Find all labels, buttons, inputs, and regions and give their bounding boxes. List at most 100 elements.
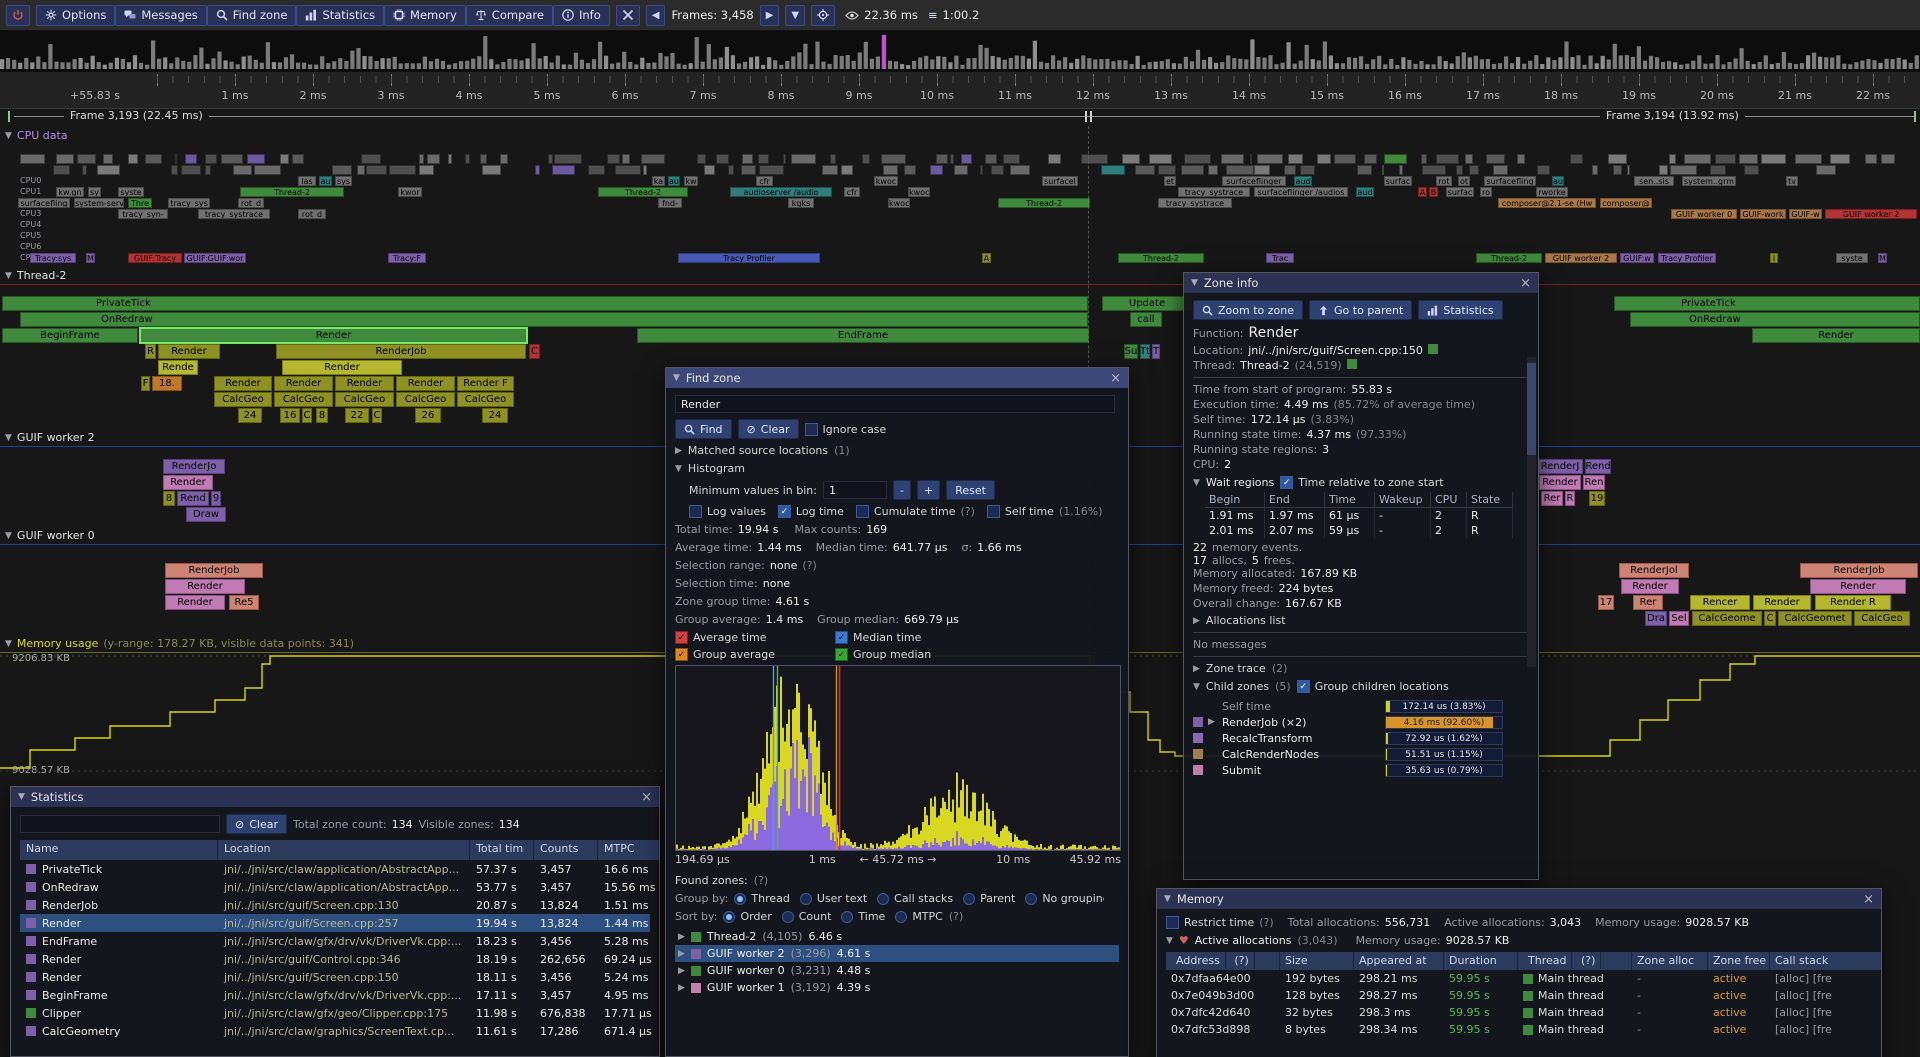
timeline-zone[interactable]: CalcGeomet <box>1778 611 1852 626</box>
cpu-segment[interactable]: surfaceflinger <box>1222 176 1286 186</box>
statistics-row[interactable]: BeginFrame jni/../jni/src/claw/gfx/drv/v… <box>20 986 650 1004</box>
cpu-segment[interactable]: tracy_systrace <box>1178 187 1250 197</box>
clear-filter-button[interactable]: ⊘ Clear <box>226 814 287 834</box>
memory-titlebar[interactable]: ▼ Memory × <box>1157 889 1881 909</box>
timeline-zone[interactable]: OnRedraw <box>1630 312 1920 327</box>
find-zone-search-input[interactable] <box>675 395 1115 413</box>
cpu-segment[interactable]: audioserver /audio <box>730 187 832 197</box>
collapse-icon[interactable]: ▼ <box>1193 681 1200 692</box>
timeline-zone[interactable]: Render <box>1753 595 1811 610</box>
timeline-zone[interactable]: T <box>1152 344 1160 359</box>
toolbar-button[interactable]: Info <box>552 4 610 26</box>
ignore-case-checkbox[interactable]: Ignore case <box>804 422 886 436</box>
timeline-zone[interactable]: RenderJo <box>163 459 225 474</box>
cpu-segment[interactable]: A <box>1418 187 1427 197</box>
close-icon[interactable]: × <box>641 789 652 805</box>
statistics-column-headers[interactable]: Name Location Total tim Counts MTPC <box>20 840 659 860</box>
timeline-zone[interactable]: 19 <box>1589 491 1605 506</box>
timeline-zone[interactable]: Rend <box>1585 459 1611 474</box>
restrict-time-checkbox[interactable]: Restrict time (?) <box>1166 916 1274 929</box>
cpu-segment[interactable]: M <box>1878 253 1887 263</box>
allocation-row[interactable]: 0x7dfc42d640 32 bytes 298.3 ms 59.95 s M… <box>1166 1004 1872 1021</box>
cpu-segment[interactable]: sy <box>88 187 101 197</box>
zone-location[interactable]: jni/../jni/src/claw/gfx/geo/Clipper.cpp:… <box>224 1006 449 1020</box>
free-callstack-link[interactable]: [fre <box>1812 989 1832 1002</box>
cpu-segment[interactable]: Tracy Profiler <box>1658 253 1716 263</box>
cpu-segment[interactable]: aud <box>1356 187 1374 197</box>
cpu-segment[interactable]: surfacefling <box>1484 176 1536 186</box>
timeline-zone[interactable]: Render <box>335 376 394 391</box>
cpu-segment[interactable]: tracy_syn- <box>118 209 168 219</box>
timeline-zone[interactable]: RenderJol <box>1619 563 1689 578</box>
timeline-zone[interactable]: 17 <box>1598 595 1614 610</box>
timeline-zone[interactable]: R <box>1565 491 1575 506</box>
zoom-to-zone-button[interactable]: Zoom to zone <box>1193 300 1303 320</box>
cpu-segment[interactable]: B <box>1429 187 1438 197</box>
expand-icon[interactable]: ▶ <box>1208 717 1215 727</box>
timeline-zone[interactable]: Rer <box>1633 595 1663 610</box>
zone-group-row[interactable]: ▶ GUIF worker 0 (3,231) 4.48 s <box>678 964 871 977</box>
collapse-icon[interactable]: ▼ <box>18 792 25 802</box>
collapse-icon[interactable]: ▼ <box>673 373 680 383</box>
allocation-row[interactable]: 0x7dfaa64e00 192 bytes 298.21 ms 59.95 s… <box>1166 970 1872 987</box>
allocations-list-toggle[interactable]: Allocations list <box>1205 614 1286 627</box>
alloc-callstack-link[interactable]: [alloc] <box>1775 1006 1810 1019</box>
cpu-segment[interactable]: Tracy:sys <box>30 253 76 263</box>
time-ruler[interactable]: +55.83 s 1 ms 2 ms 3 ms 4 ms 5 ms 6 ms 7 ms 8 ms… <box>0 72 1920 109</box>
legend-checkbox[interactable]: ✓ Median time <box>835 631 995 644</box>
statistics-row[interactable]: Render jni/../jni/src/guif/Screen.cpp:25… <box>20 914 650 932</box>
cpu-segment[interactable]: syste <box>1836 253 1868 263</box>
cpu-segment[interactable]: system-serv <box>74 198 124 208</box>
allocation-address[interactable]: 0x7dfaa64e00 <box>1171 972 1251 985</box>
cpu-segment[interactable]: sen..sis <box>1634 176 1674 186</box>
filter-zones-input[interactable] <box>20 815 220 833</box>
min-bin-decrement-button[interactable]: - <box>893 480 911 500</box>
group-by-radio[interactable]: User text <box>799 892 867 905</box>
alloc-callstack-link[interactable]: [alloc] <box>1775 1023 1810 1036</box>
cpu-segment[interactable]: Thre <box>128 198 152 208</box>
expand-icon[interactable]: ▶ <box>678 948 685 959</box>
cpu-segment[interactable]: Trac <box>1266 253 1294 263</box>
timeline-zone[interactable]: Render F <box>457 376 514 391</box>
cpu-segment[interactable]: Thread-2 <box>598 187 688 197</box>
timeline-zone[interactable]: PrivateTick <box>2 296 1088 311</box>
group-by-radio[interactable]: Thread <box>734 892 790 905</box>
cpu-segment[interactable]: GUIF:GUIF:wor <box>184 253 246 263</box>
cpu-segment[interactable]: las <box>298 176 316 186</box>
cpu-segment[interactable]: cfr <box>756 176 773 186</box>
timeline-zone[interactable]: Rend <box>177 491 209 506</box>
alloc-callstack-link[interactable]: [alloc] <box>1775 989 1810 1002</box>
timeline-zone[interactable]: C <box>1764 611 1776 626</box>
toolbar-button[interactable]: Find zone <box>206 4 297 26</box>
timeline-zone[interactable]: Render <box>274 376 333 391</box>
log-time-checkbox[interactable]: ✓ Log time <box>777 505 844 518</box>
power-button[interactable] <box>6 4 30 26</box>
cpu-segment[interactable]: GUIF worker 0 <box>1671 209 1737 219</box>
toolbar-button[interactable]: Statistics <box>296 4 385 26</box>
timeline-zone[interactable]: Draw <box>186 507 226 522</box>
timeline-zone[interactable]: CalcGeome <box>1692 611 1762 626</box>
timeline-zone[interactable]: Tt <box>1140 344 1150 359</box>
toolbar-button[interactable]: Memory <box>384 4 466 26</box>
timeline-zone[interactable]: CalcGeo <box>274 392 333 407</box>
timeline-zone[interactable]: C <box>372 408 382 423</box>
cpu-segment[interactable]: kwoc <box>888 198 910 208</box>
timeline-zone[interactable]: call <box>1130 312 1162 327</box>
collapse-icon[interactable]: ▼ <box>5 530 12 541</box>
sort-by-radio[interactable]: Order <box>723 910 772 923</box>
cpu-segment[interactable]: ot <box>1458 176 1470 186</box>
expand-icon[interactable]: ▶ <box>1193 615 1200 626</box>
timeline-zone[interactable]: Re5 <box>229 595 259 610</box>
statistics-row[interactable]: CalcGeometry jni/../jni/src/claw/graphic… <box>20 1022 652 1040</box>
expand-icon[interactable]: ▶ <box>678 931 685 942</box>
timeline-zone[interactable]: F <box>141 376 150 391</box>
cpu-segment[interactable]: syste <box>118 187 144 197</box>
next-frame-button[interactable]: ▶ <box>759 4 780 26</box>
timeline-zone[interactable]: Render <box>214 376 272 391</box>
timeline-zone[interactable]: RenderJob <box>276 344 526 359</box>
cpu-segment[interactable]: rworke <box>1536 187 1568 197</box>
legend-checkbox[interactable]: ✓ Group average <box>675 648 835 661</box>
group-by-radio[interactable]: Call stacks <box>877 892 953 905</box>
toolbar-button[interactable]: Compare <box>465 4 553 26</box>
